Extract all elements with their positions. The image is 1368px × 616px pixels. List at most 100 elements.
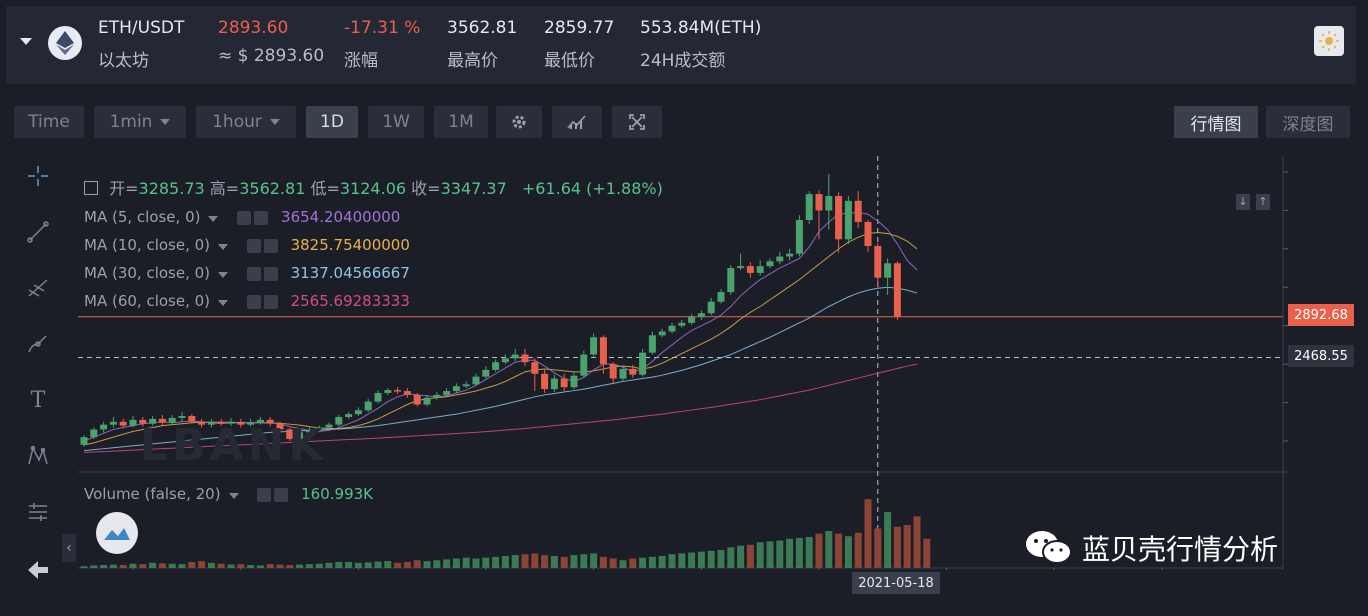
- candle-body: [737, 266, 745, 269]
- ohlc-legend: 开=3285.73 高=3562.81 低=3124.06 收=3347.37 …: [84, 175, 663, 199]
- candle-body: [129, 419, 137, 426]
- candle-body: [100, 424, 108, 430]
- volume-bar: [217, 563, 225, 568]
- wechat-watermark: 蓝贝壳行情分析: [1024, 528, 1278, 568]
- candle-body: [864, 221, 872, 246]
- volume-bar: [168, 563, 176, 568]
- volume-legend: Volume (false, 20) 160.993K: [84, 485, 374, 503]
- pair-name[interactable]: ETH/USDT: [98, 18, 185, 38]
- volume-bar: [609, 558, 617, 568]
- candle-body: [188, 416, 196, 422]
- volume-bar: [854, 532, 862, 568]
- crosshair-tool-icon[interactable]: [22, 160, 54, 192]
- crosshair-date-tag: 2021-05-18: [852, 572, 940, 594]
- interval-1d-button[interactable]: 1D: [306, 106, 358, 138]
- volume-bar: [492, 556, 500, 568]
- volume-bar: [247, 564, 255, 568]
- candle-body: [305, 430, 313, 433]
- volume-bar: [511, 555, 519, 568]
- chevron-down-icon[interactable]: [218, 272, 229, 278]
- scroll-down-icon[interactable]: ↓: [1236, 194, 1250, 210]
- volume-bar: [433, 560, 441, 568]
- candle-body: [149, 418, 157, 424]
- volume-bar: [178, 564, 186, 568]
- high-label: 最高价: [447, 51, 498, 71]
- chevron-down-icon[interactable]: [218, 300, 229, 306]
- settings-gear-icon[interactable]: [237, 210, 252, 225]
- volume-bar: [286, 564, 294, 568]
- crosshair-price-tag: 2468.55: [1288, 345, 1354, 367]
- candle-body: [266, 419, 274, 424]
- settings-gear-icon[interactable]: [257, 487, 272, 502]
- candle-body: [80, 437, 88, 445]
- candle-body: [707, 301, 715, 314]
- theme-toggle-sun-icon[interactable]: [1314, 26, 1344, 56]
- candle-body: [717, 292, 725, 302]
- interval-min-dropdown[interactable]: 1min: [94, 106, 186, 138]
- text-tool-icon[interactable]: T: [30, 387, 46, 413]
- candle-body: [374, 392, 382, 402]
- time-button[interactable]: Time: [14, 106, 84, 138]
- volume-bar: [903, 525, 911, 568]
- close-icon[interactable]: [263, 266, 278, 281]
- volume-bar: [678, 553, 686, 568]
- candle-body: [766, 261, 774, 267]
- volume-bar: [90, 565, 98, 568]
- candle-body: [727, 268, 735, 293]
- volume-bar: [756, 542, 764, 568]
- collapse-toolbar-chevron-icon[interactable]: ‹: [62, 534, 76, 562]
- kline-view-tab[interactable]: 行情图: [1174, 106, 1258, 138]
- candle-body: [639, 352, 647, 375]
- close-icon[interactable]: [263, 238, 278, 253]
- candle-body: [139, 419, 147, 424]
- candle-body: [815, 194, 823, 211]
- volume-bar: [109, 564, 117, 568]
- candle-body: [795, 220, 803, 254]
- volume-bar: [256, 565, 264, 568]
- indicators-icon[interactable]: [552, 106, 602, 138]
- volume-bar: [835, 533, 843, 568]
- chevron-down-icon[interactable]: [218, 244, 229, 250]
- candle-body: [825, 196, 833, 211]
- candle-body: [443, 391, 451, 395]
- trend-line-tool-icon[interactable]: [22, 216, 54, 248]
- pattern-tool-icon[interactable]: [22, 440, 54, 472]
- pair-dropdown-icon[interactable]: [20, 38, 32, 45]
- collapse-legend-icon[interactable]: [84, 180, 98, 195]
- kline-chart[interactable]: 4400.004000.003600.003200.002800.002400.…: [78, 156, 1288, 570]
- volume-value: 553.84M(ETH): [640, 18, 762, 38]
- settings-gear-icon[interactable]: [496, 106, 542, 138]
- volume-bar: [413, 560, 421, 568]
- volume-bar: [560, 556, 568, 568]
- settings-gear-icon[interactable]: [246, 294, 261, 309]
- interval-1m-button[interactable]: 1M: [434, 106, 488, 138]
- chevron-down-icon[interactable]: [228, 493, 239, 499]
- chevron-down-icon[interactable]: [208, 216, 219, 222]
- chevron-down-icon: [160, 119, 171, 125]
- close-icon[interactable]: [274, 487, 289, 502]
- candle-body: [668, 325, 676, 332]
- measure-tool-icon[interactable]: [22, 496, 54, 528]
- settings-gear-icon[interactable]: [246, 238, 261, 253]
- close-icon[interactable]: [254, 210, 269, 225]
- interval-1w-button[interactable]: 1W: [368, 106, 424, 138]
- candle-body: [462, 384, 470, 387]
- candle-body: [335, 416, 343, 425]
- close-icon[interactable]: [263, 294, 278, 309]
- change-label: 涨幅: [344, 51, 378, 71]
- candle-body: [433, 394, 441, 398]
- scroll-up-icon[interactable]: ↑: [1256, 194, 1270, 210]
- depth-view-tab[interactable]: 深度图: [1266, 106, 1350, 138]
- fib-tool-icon[interactable]: [22, 272, 54, 304]
- back-arrow-icon[interactable]: [22, 554, 54, 586]
- fullscreen-icon[interactable]: [612, 106, 662, 138]
- current-price-tag: 2892.68: [1288, 304, 1354, 326]
- candle-body: [893, 263, 901, 318]
- interval-hour-dropdown[interactable]: 1hour: [196, 106, 296, 138]
- candle-body: [423, 397, 431, 405]
- settings-gear-icon[interactable]: [246, 266, 261, 281]
- change-value: -17.31 %: [344, 18, 421, 38]
- volume-bar: [893, 526, 901, 568]
- brush-tool-icon[interactable]: [22, 328, 54, 360]
- volume-bar: [482, 557, 490, 568]
